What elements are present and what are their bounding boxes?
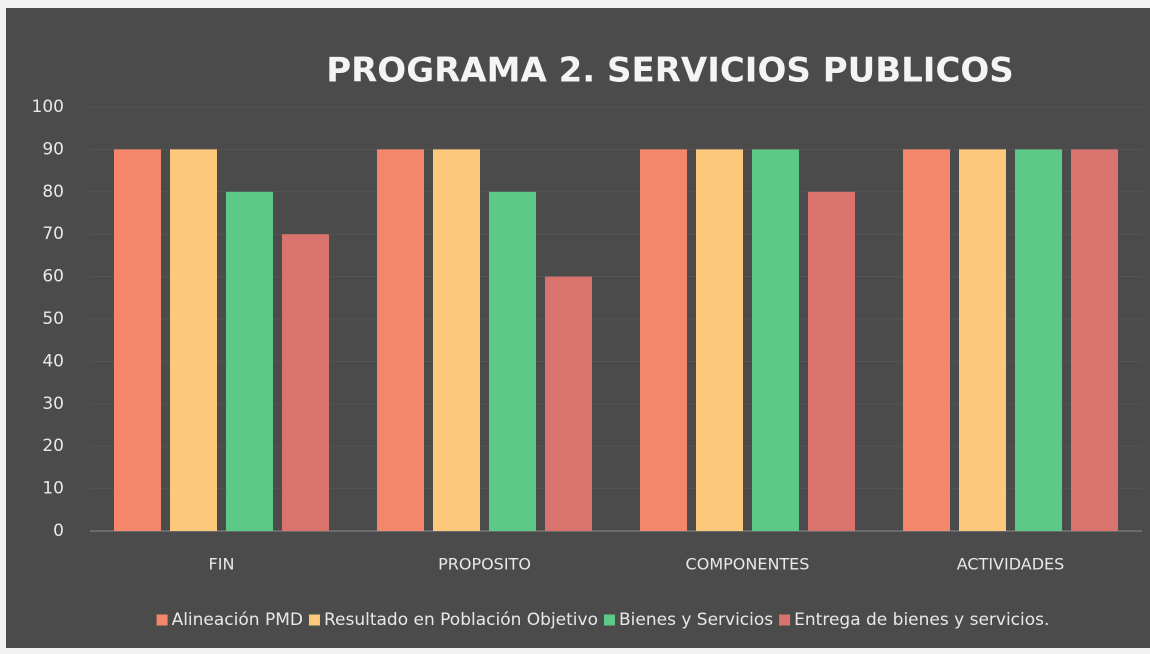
bar [489,191,536,532]
bar [808,191,855,532]
bar [170,149,217,531]
bar [114,149,161,531]
bar [282,234,329,531]
y-tick-label: 0 [53,521,64,541]
legend-label: Bienes y Servicios [619,610,773,630]
legend-label: Resultado en Población Objetivo [324,610,598,630]
legend-swatch [156,614,168,626]
y-tick-label: 70 [42,224,64,244]
legend-swatch [779,614,791,626]
bar [640,149,687,531]
bar [696,149,743,531]
y-tick-label: 30 [42,394,64,414]
y-tick-label: 40 [42,351,64,371]
bar [433,149,480,531]
legend-swatch [603,614,615,626]
x-tick-label: ACTIVIDADES [957,555,1065,574]
x-tick-label: COMPONENTES [686,555,810,574]
chart-title: PROGRAMA 2. SERVICIOS PUBLICOS [326,51,1014,91]
x-tick-label: PROPOSITO [438,555,531,574]
y-tick-label: 20 [42,436,64,456]
bar [959,149,1006,531]
legend-swatch [308,614,320,626]
bar [1015,149,1062,531]
x-tick-label: FIN [209,555,235,574]
legend-label: Alineación PMD [172,610,303,630]
y-tick-label: 10 [42,479,64,499]
y-tick-label: 100 [32,97,64,117]
bar [1071,149,1118,531]
legend-label: Entrega de bienes y servicios. [794,610,1049,630]
bar [226,191,273,532]
bar [752,149,799,531]
bar [903,149,950,531]
bar [545,276,592,531]
y-tick-label: 90 [42,139,64,159]
bar [377,149,424,531]
y-tick-label: 50 [42,309,64,329]
y-tick-label: 60 [42,267,64,287]
y-tick-label: 80 [42,182,64,202]
